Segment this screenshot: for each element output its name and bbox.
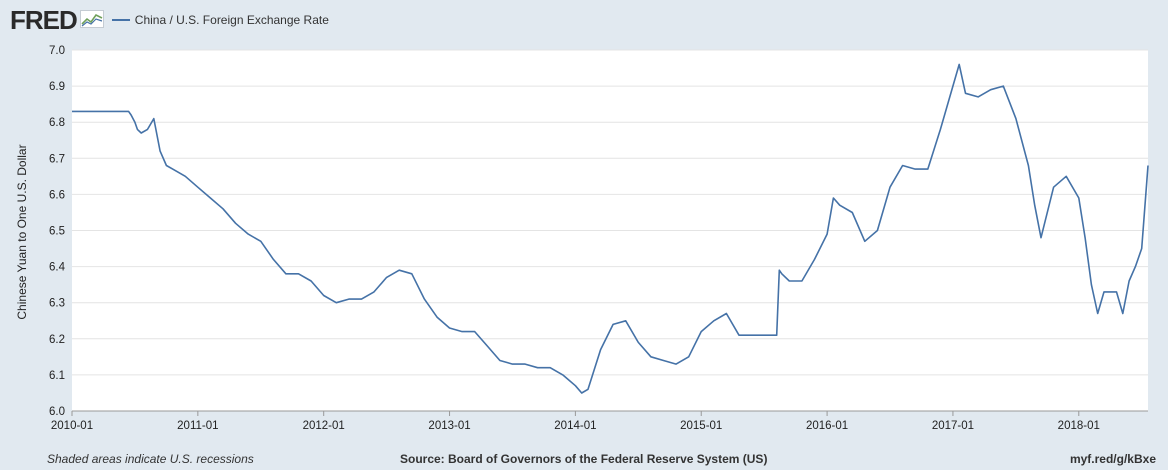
x-tick-label: 2018-01: [1058, 420, 1100, 432]
x-tick-label: 2010-01: [51, 420, 93, 432]
short-url[interactable]: myf.red/g/kBxe: [1069, 452, 1156, 466]
x-tick-label: 2016-01: [806, 420, 848, 432]
y-tick-label: 6.2: [49, 334, 65, 346]
y-tick-label: 6.0: [49, 406, 65, 418]
y-tick-labels: 6.0 6.1 6.2 6.3 6.4 6.5 6.6 6.7 6.8 6.9 7.0: [49, 45, 66, 418]
y-tick-label: 6.3: [49, 298, 65, 310]
y-tick-label: 6.1: [49, 370, 65, 382]
y-tick-label: 6.5: [49, 226, 65, 238]
x-tick-label: 2013-01: [428, 420, 470, 432]
x-tick-label: 2012-01: [303, 420, 345, 432]
chart-legend: China / U.S. Foreign Exchange Rate: [111, 13, 329, 27]
y-tick-label: 6.6: [49, 189, 65, 201]
recession-note: Shaded areas indicate U.S. recessions: [47, 452, 254, 466]
y-tick-label: 6.9: [49, 81, 65, 93]
series-line: [72, 63, 1149, 394]
x-tick-label: 2014-01: [554, 420, 596, 432]
y-tick-label: 6.4: [49, 262, 66, 274]
x-tick-labels: 2010-01 2011-01 2012-01 2013-01 2014-01 2015-…: [51, 410, 1148, 432]
x-tick-label: 2015-01: [680, 420, 722, 432]
fred-logo[interactable]: FRED: [10, 5, 78, 35]
fred-graph-icon: [79, 9, 104, 33]
y-tick-label: 6.7: [49, 153, 65, 165]
y-tick-label: 7.0: [49, 45, 65, 57]
chart-header: FRED China / U.S. Foreign Exchange Rate: [10, 6, 329, 34]
x-tick-label: 2011-01: [177, 420, 218, 432]
x-tick-label: 2017-01: [932, 420, 974, 432]
legend-swatch: [111, 19, 130, 21]
y-tick-label: 6.8: [49, 117, 65, 129]
source-note: Source: Board of Governors of the Federa…: [400, 452, 768, 466]
legend-label: China / U.S. Foreign Exchange Rate: [134, 13, 329, 27]
